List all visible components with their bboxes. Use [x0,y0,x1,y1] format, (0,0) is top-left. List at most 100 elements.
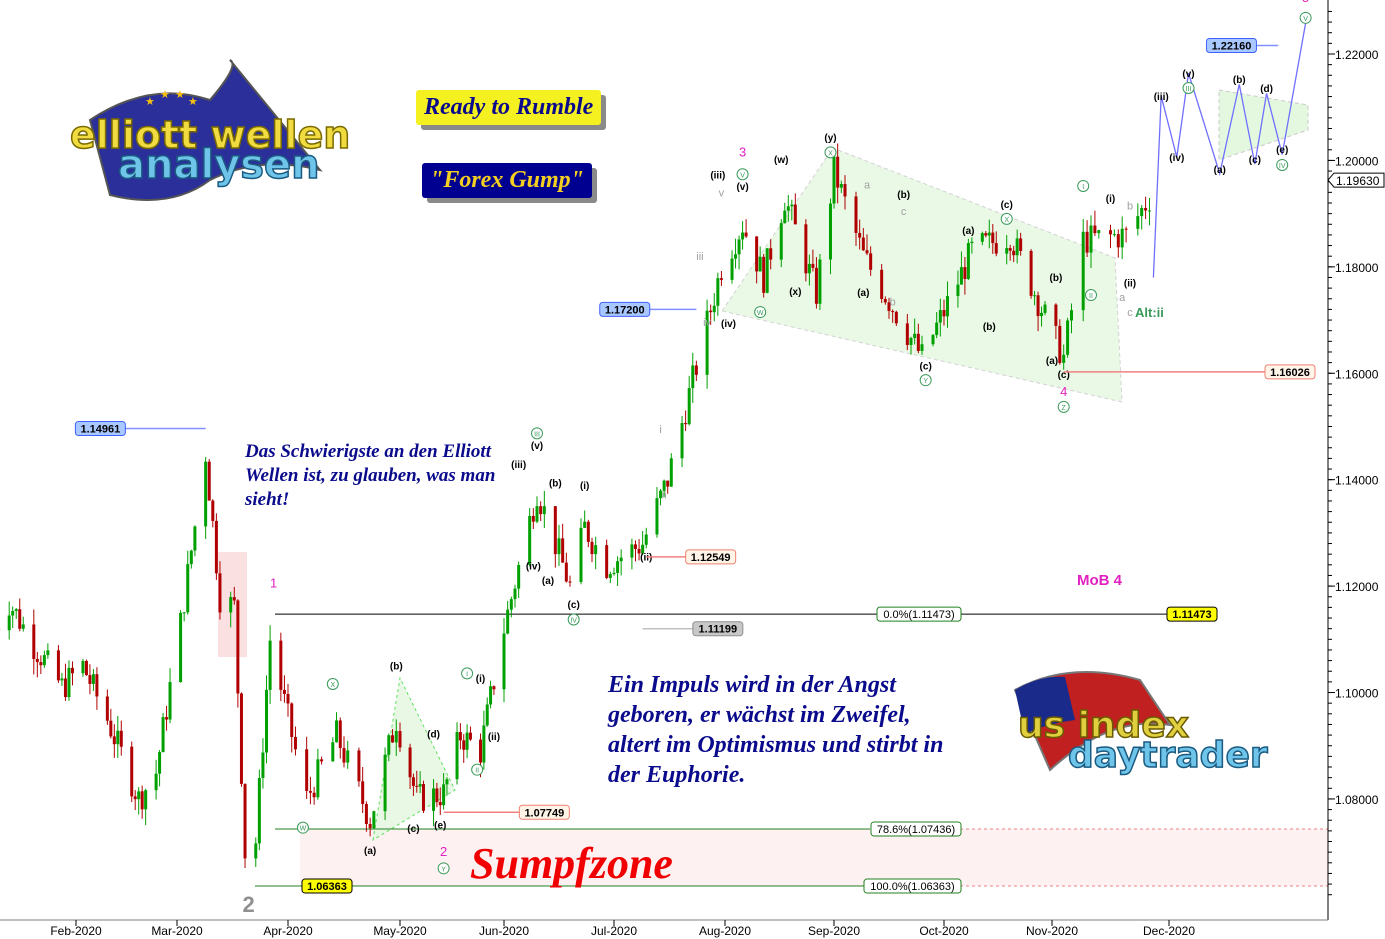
candle-up [970,241,974,244]
y-tick-label: 1.14000 [1335,474,1379,488]
price-tag: 1.17200 [605,304,645,316]
candle-down [421,784,425,811]
wave-label-group: V [736,168,749,181]
candle-up [839,184,843,188]
quote-impulse: Ein Impuls wird in der Angst geboren, er… [608,672,944,788]
wave-label-group: iv [703,317,711,329]
candle-up [938,310,942,323]
wave-label-group: (c) [920,361,932,372]
candle-down [539,506,543,515]
candle-down [305,749,309,791]
candle-up [445,779,449,785]
candle-down [942,310,946,317]
candle-down [861,237,865,251]
wave-label-group: Y [919,374,932,387]
candle-down [1116,234,1120,248]
candle-up [966,243,970,279]
wave-label-group: (iii) [511,460,526,471]
price-tag-box [692,621,744,637]
candle-up [502,633,506,690]
candle-down [804,224,808,274]
candle-down [293,736,297,750]
wave-label-circled: X [1004,217,1009,224]
wave-label: c [1127,307,1133,319]
wave-circle [567,613,580,626]
fib-label-box [876,606,962,622]
candle-up [394,731,398,743]
candle-down [290,703,294,737]
us-index-daytrader-logo: us index daytrader [1013,671,1269,777]
price-tag: 1.22160 [1212,40,1252,52]
price-tag-box [518,804,570,820]
candle-down [140,791,144,810]
wave-label-group: III [531,427,543,440]
wave-circle [1299,11,1312,24]
candle-up [1040,312,1044,317]
price-tags-layer: 0.0%(1.11473) 78.6%(1.07436) 100.0%(1.0636… [74,37,1316,894]
wave-label-group: i [659,424,661,436]
candle-down [286,693,290,704]
candle-up [179,612,183,683]
price-tag-box [1205,37,1257,53]
candle-up [655,498,659,535]
candle-up [583,521,587,528]
x-tick-label: Nov-2020 [1026,924,1078,938]
candle-down [880,269,884,300]
candle-up [730,258,734,280]
wave-label-group: (a) [364,846,376,857]
wave-label: 2 [242,892,254,917]
candle-up [705,310,709,375]
candle-down [564,562,568,582]
wave-label: (y) [824,133,836,144]
candle-up [1066,320,1070,355]
wave-label-group: (iv) [1169,153,1184,164]
wave-label-group: (iv) [526,561,541,572]
candle-down [984,233,988,236]
wave-label: (v) [1182,69,1194,80]
wave-label-group: (ii) [640,552,652,563]
candle-up [619,557,623,562]
candle-down [553,506,557,555]
candle-down [243,783,247,859]
candle-down [894,311,898,324]
candle-up [418,784,422,787]
wave-label: (iv) [1169,153,1184,164]
alt-label: Alt:ii [1135,305,1164,320]
candle-down [438,802,442,806]
candle-down [666,480,670,487]
wave-label-group: III [1182,81,1195,94]
wave-label-group: (b) [983,322,996,333]
wave-label-group: (v) [531,441,543,452]
candle-down [282,689,286,694]
ready-to-rumble-badge: Ready to Rumble [416,90,602,125]
wave-label: (iii) [511,460,526,471]
wave-label-circled: III [1186,86,1192,93]
wave-label-group: II [1085,289,1097,302]
candle-up [535,506,539,522]
wave-circle [437,862,450,875]
wave-label: (c) [568,600,580,611]
wave-label: (x) [789,287,801,298]
wave-label-group: (y) [824,133,836,144]
candle-up [669,458,673,487]
wave-label-group: (c) [568,600,580,611]
candle-down [165,717,169,720]
candle-up [579,527,583,582]
wave-label-group: c [1127,307,1133,319]
candle-up [712,305,716,313]
candle-down [462,740,466,750]
candle-up [81,661,85,674]
candle-down [63,678,67,698]
candle-up [21,624,25,629]
candle-down [361,781,365,804]
price-tag-box [1264,364,1316,380]
wave-label-group: (w) [774,155,788,166]
candle-down [811,263,815,268]
y-tick-label: 1.16000 [1335,367,1379,381]
candle-down [814,267,818,304]
wave-label-group: (e) [1276,145,1288,156]
fib-price-tag: 1.06363 [307,881,347,893]
candle-up [1070,310,1073,321]
candle-down [109,720,113,737]
x-tick-label: Jun-2020 [479,924,529,938]
